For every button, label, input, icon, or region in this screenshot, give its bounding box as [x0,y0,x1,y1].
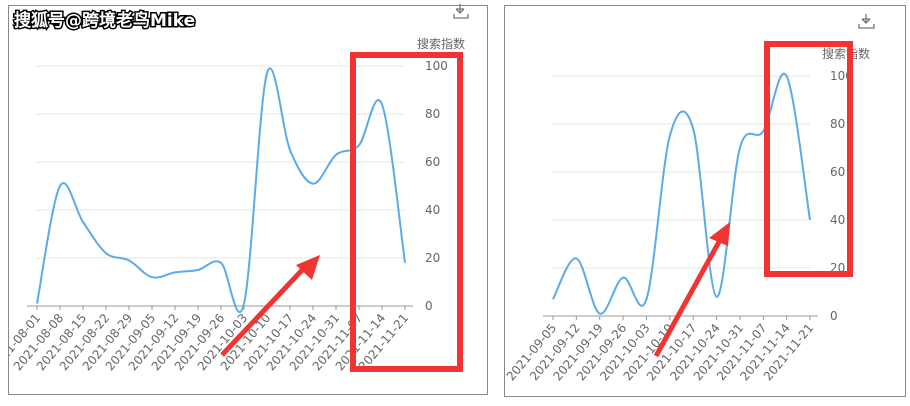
arrow [220,255,320,357]
data-line [552,72,811,315]
y-tick-label: 80 [425,107,440,121]
y-tick-label: 80 [830,117,845,131]
y-axis-title: 搜索指数 [417,36,465,51]
y-tick-label: 0 [425,299,433,313]
y-tick-label: 0 [830,309,838,323]
y-tick-label: 40 [830,213,845,227]
y-axis-title: 搜索指数 [822,46,870,61]
y-tick-label: 100 [425,59,448,73]
highlight-box [764,41,853,277]
y-tick-label: 60 [425,155,440,169]
y-tick-label: 40 [425,203,440,217]
panel-border [504,5,906,397]
y-tick-label: 20 [425,251,440,265]
download-icon[interactable] [453,4,469,19]
y-tick-label: 60 [830,165,845,179]
watermark: 搜狐号@跨境老鸟Mike [14,10,195,31]
highlight-box [350,52,463,372]
arrow [653,222,730,358]
download-icon[interactable] [858,14,875,29]
